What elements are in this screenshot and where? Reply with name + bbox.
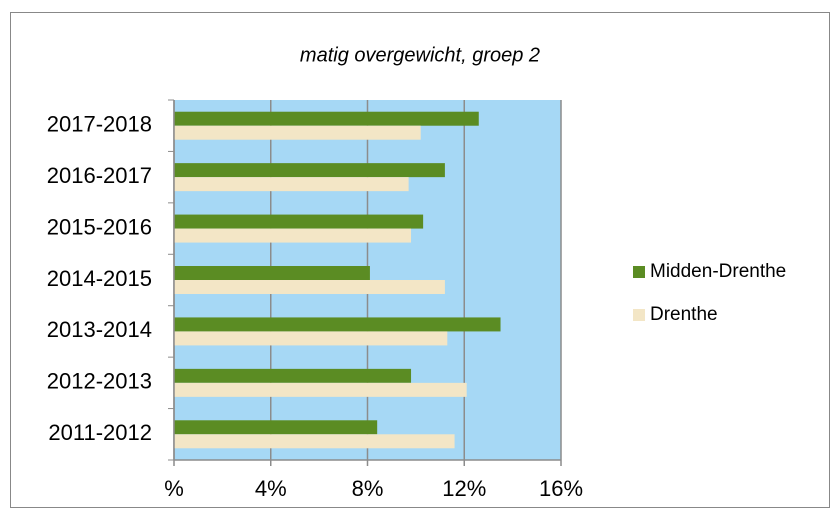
bar (174, 228, 412, 243)
bar (174, 111, 479, 126)
bar (174, 280, 445, 294)
x-tick-label: 4% (255, 476, 287, 501)
bar (174, 163, 445, 178)
legend-swatch (633, 309, 645, 321)
chart-title: matig overgewicht, groep 2 (300, 44, 540, 66)
x-tick-label: 16% (539, 476, 583, 501)
y-tick-label: 2015-2016 (47, 214, 152, 239)
x-tick-label: % (164, 476, 184, 501)
y-tick-label: 2016-2017 (47, 163, 152, 188)
y-tick-label: 2017-2018 (47, 112, 152, 137)
bar (174, 177, 409, 192)
bar (174, 331, 448, 346)
bar (174, 125, 421, 140)
y-tick-label: 2011-2012 (48, 420, 152, 445)
bar (174, 266, 370, 280)
bar (174, 368, 412, 383)
y-tick-label: 2012-2013 (47, 369, 152, 394)
y-tick-label: 2013-2014 (47, 317, 152, 342)
bar (174, 434, 455, 449)
bar (174, 214, 424, 229)
bar (174, 382, 467, 397)
legend-swatch (633, 266, 645, 278)
bar (174, 317, 501, 332)
y-tick-label: 2014-2015 (47, 266, 152, 291)
x-tick-label: 8% (352, 476, 384, 501)
legend-label: Drenthe (650, 304, 718, 325)
bar (174, 420, 378, 435)
x-tick-label: 12% (442, 476, 486, 501)
legend-label: Midden-Drenthe (650, 261, 786, 282)
